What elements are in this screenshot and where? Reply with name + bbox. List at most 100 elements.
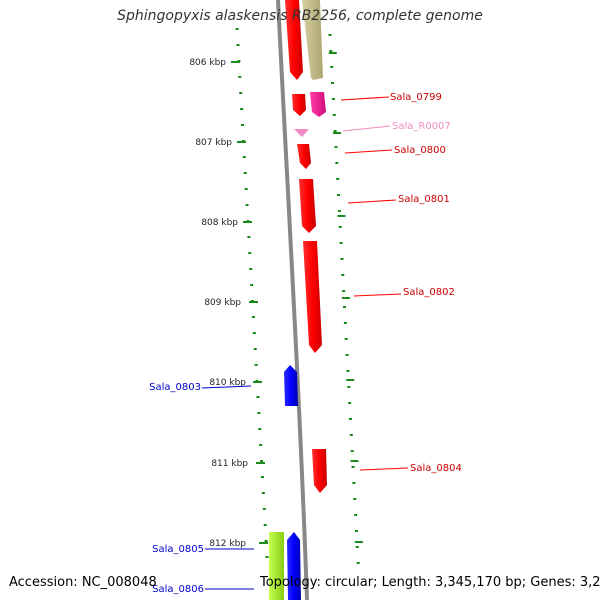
ruler-dot bbox=[351, 466, 355, 468]
ruler-dot bbox=[343, 306, 346, 308]
ruler-label: 807 kbp bbox=[195, 138, 232, 148]
gene-sala-0802[interactable] bbox=[303, 241, 322, 353]
ruler-label: 810 kbp bbox=[209, 378, 246, 388]
gene-label[interactable]: Sala_0800 bbox=[394, 145, 446, 156]
ruler-dot bbox=[330, 66, 334, 68]
ruler-minor-tick bbox=[328, 52, 337, 54]
ruler-dot bbox=[256, 396, 260, 398]
ruler-dot bbox=[345, 354, 349, 356]
ruler-dot bbox=[261, 492, 265, 494]
gene-sala-0799-left[interactable] bbox=[292, 94, 306, 116]
gene-sala-0803[interactable] bbox=[284, 365, 298, 406]
gene-sala-r0007[interactable] bbox=[294, 129, 309, 137]
ruler-dot bbox=[253, 348, 257, 350]
ruler-label: 806 kbp bbox=[189, 58, 226, 68]
ruler-dot bbox=[331, 82, 335, 84]
ruler-dot bbox=[353, 498, 357, 500]
ruler-dot bbox=[250, 284, 254, 286]
ruler-dot bbox=[245, 204, 249, 206]
gene-label[interactable]: Sala_0805 bbox=[152, 544, 204, 555]
ruler-dot bbox=[340, 258, 344, 260]
ruler-dot bbox=[334, 146, 338, 148]
accession-text: Accession: NC_008048 bbox=[9, 575, 157, 590]
ruler-ticks-outer bbox=[328, 34, 363, 564]
ruler-dot bbox=[336, 178, 340, 180]
gene-label-line bbox=[340, 96, 390, 101]
ruler-dot bbox=[339, 242, 343, 244]
ruler-dot bbox=[264, 540, 268, 542]
ruler-dot bbox=[354, 514, 358, 516]
ruler-dot bbox=[356, 562, 360, 564]
ruler-label: 811 kbp bbox=[211, 459, 248, 469]
ruler-dot bbox=[337, 210, 341, 212]
gene-label[interactable]: Sala_R0007 bbox=[392, 121, 451, 132]
gene-sala-0804[interactable] bbox=[312, 449, 327, 493]
ruler-dot bbox=[337, 194, 341, 196]
ruler-dot bbox=[265, 556, 269, 558]
ruler-dot bbox=[248, 252, 252, 254]
ruler-dot bbox=[348, 402, 352, 404]
gene-red-top[interactable] bbox=[285, 0, 303, 80]
genome-backbone bbox=[276, 0, 309, 601]
ruler-dot bbox=[260, 476, 264, 478]
ruler-dot bbox=[342, 290, 346, 292]
gene-label-line bbox=[359, 467, 409, 471]
gene-sala-0800[interactable] bbox=[297, 144, 311, 169]
gene-sala-0805[interactable] bbox=[287, 532, 301, 600]
ruler-dot bbox=[258, 428, 262, 430]
ruler-dot bbox=[260, 460, 264, 462]
ruler-dot bbox=[252, 332, 256, 334]
ruler-dot bbox=[354, 530, 358, 532]
ruler-minor-tick bbox=[346, 379, 355, 381]
ruler-dot bbox=[344, 338, 348, 340]
ruler-dot bbox=[243, 172, 247, 174]
gene-label[interactable]: Sala_0801 bbox=[398, 194, 450, 205]
feature-lime[interactable] bbox=[269, 532, 284, 600]
ruler-label: 809 kbp bbox=[204, 298, 241, 308]
ruler: 806 kbp 807 kbp 808 kbp 809 kbp 810 kbp … bbox=[189, 58, 268, 549]
ruler-dot bbox=[333, 130, 337, 132]
ruler-dot bbox=[259, 444, 263, 446]
ruler-dot bbox=[247, 236, 251, 238]
ruler-dot bbox=[262, 508, 266, 510]
ruler-dot bbox=[244, 188, 248, 190]
gene-label[interactable]: Sala_0804 bbox=[410, 463, 462, 474]
ruler-dot bbox=[329, 50, 333, 52]
ruler-dot bbox=[332, 114, 336, 116]
ruler-label: 808 kbp bbox=[201, 218, 238, 228]
gene-sala-0799[interactable] bbox=[310, 92, 326, 117]
ruler-dot bbox=[235, 28, 239, 30]
ruler-dot bbox=[249, 268, 253, 270]
feature-khaki[interactable] bbox=[302, 0, 323, 80]
gene-sala-0801[interactable] bbox=[299, 179, 316, 233]
ruler-dot bbox=[338, 226, 342, 228]
ruler-dot bbox=[348, 418, 352, 420]
gene-label[interactable]: Sala_0803 bbox=[149, 382, 201, 393]
genome-summary-text: Topology: circular; Length: 3,345,170 bp… bbox=[260, 575, 600, 590]
ruler-minor-tick bbox=[333, 132, 342, 134]
gene-label[interactable]: Sala_0802 bbox=[403, 287, 455, 298]
gene-label[interactable]: Sala_0806 bbox=[152, 584, 204, 595]
ruler-dot bbox=[254, 364, 258, 366]
ruler-dot bbox=[328, 34, 332, 36]
gene-label-line bbox=[344, 149, 393, 154]
ruler-dot bbox=[347, 386, 351, 388]
ruler-minor-tick bbox=[354, 541, 363, 543]
gene-label-line bbox=[201, 385, 252, 389]
ruler-dot bbox=[236, 44, 240, 46]
ruler-dot bbox=[343, 322, 347, 324]
ruler-dot bbox=[240, 108, 244, 110]
gene-label-line bbox=[342, 125, 391, 132]
ruler-minor-tick bbox=[337, 215, 346, 217]
gene-label[interactable]: Sala_0799 bbox=[390, 92, 442, 103]
ruler-minor-tick bbox=[341, 297, 350, 299]
ruler-dot bbox=[251, 316, 255, 318]
ruler-dot bbox=[263, 524, 267, 526]
ruler-minor-tick bbox=[350, 460, 359, 462]
ruler-ticks-inner bbox=[235, 28, 269, 558]
gene-label-line bbox=[353, 293, 402, 297]
ruler-dot bbox=[350, 450, 354, 452]
ruler-label: 812 kbp bbox=[209, 539, 246, 549]
ruler-dot bbox=[346, 370, 350, 372]
